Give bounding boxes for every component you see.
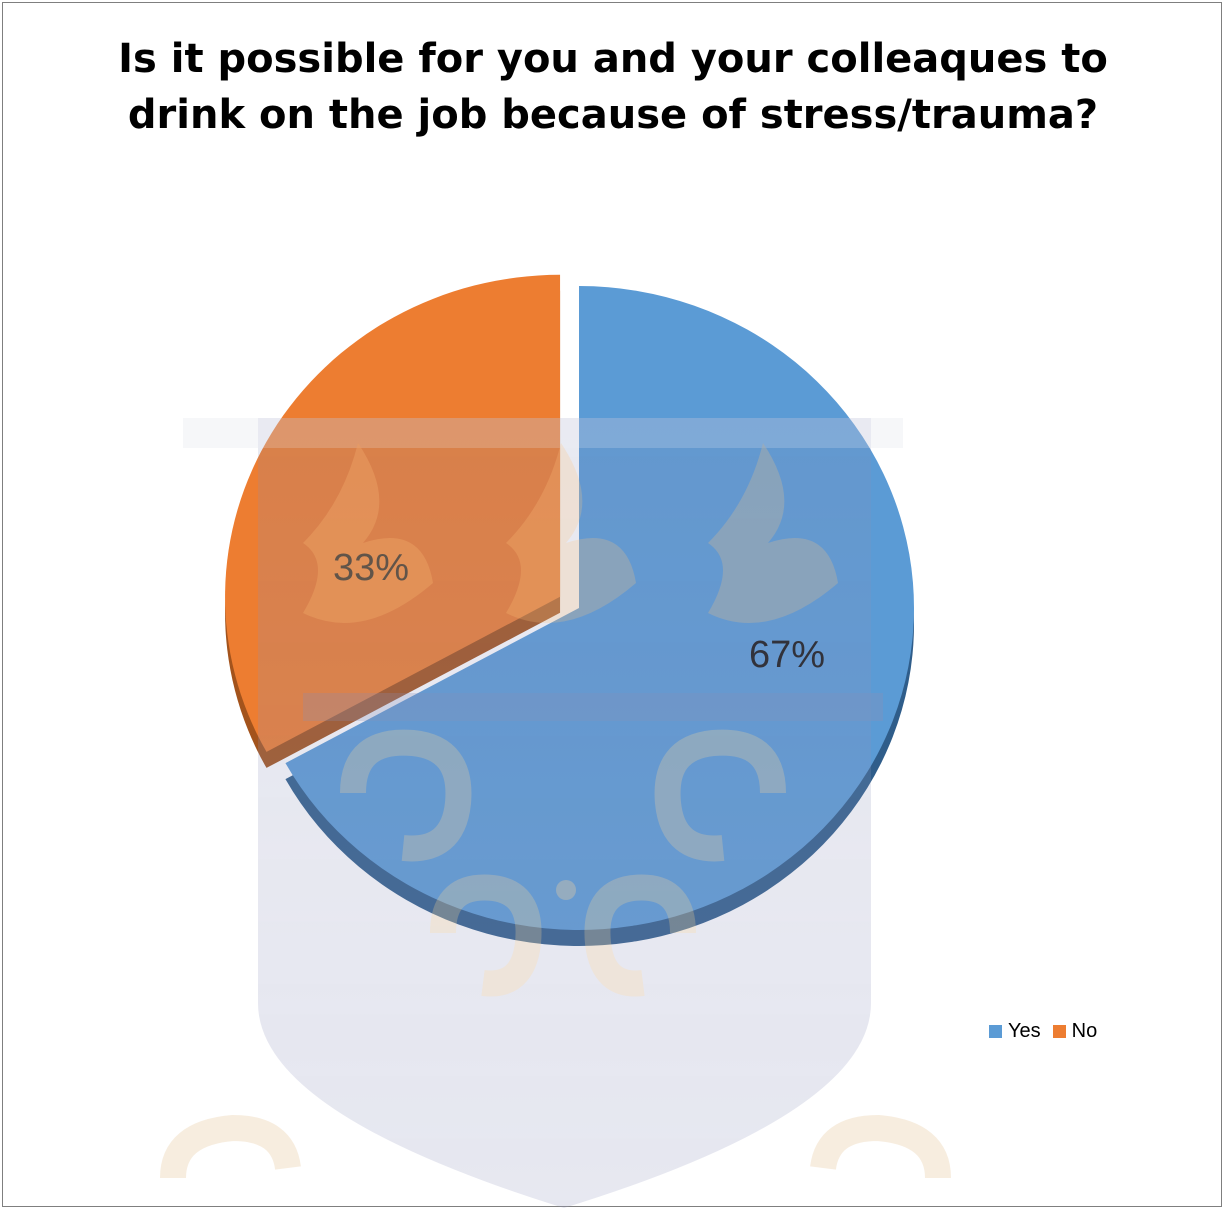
legend-item-yes: Yes: [989, 1020, 1041, 1043]
legend-swatch-yes: [989, 1025, 1002, 1038]
chart-title: Is it possible for you and your colleaqu…: [118, 36, 1108, 138]
legend-label-yes: Yes: [1008, 1020, 1041, 1042]
watermark-crest-icon: [160, 418, 951, 1208]
chart-legend: Yes No: [989, 1020, 1109, 1043]
legend-swatch-no: [1052, 1025, 1066, 1038]
legend-label-no: No: [1071, 1020, 1098, 1042]
pie-chart: 67%33%: [160, 274, 951, 1208]
legend-item-no: No: [1052, 1020, 1098, 1043]
